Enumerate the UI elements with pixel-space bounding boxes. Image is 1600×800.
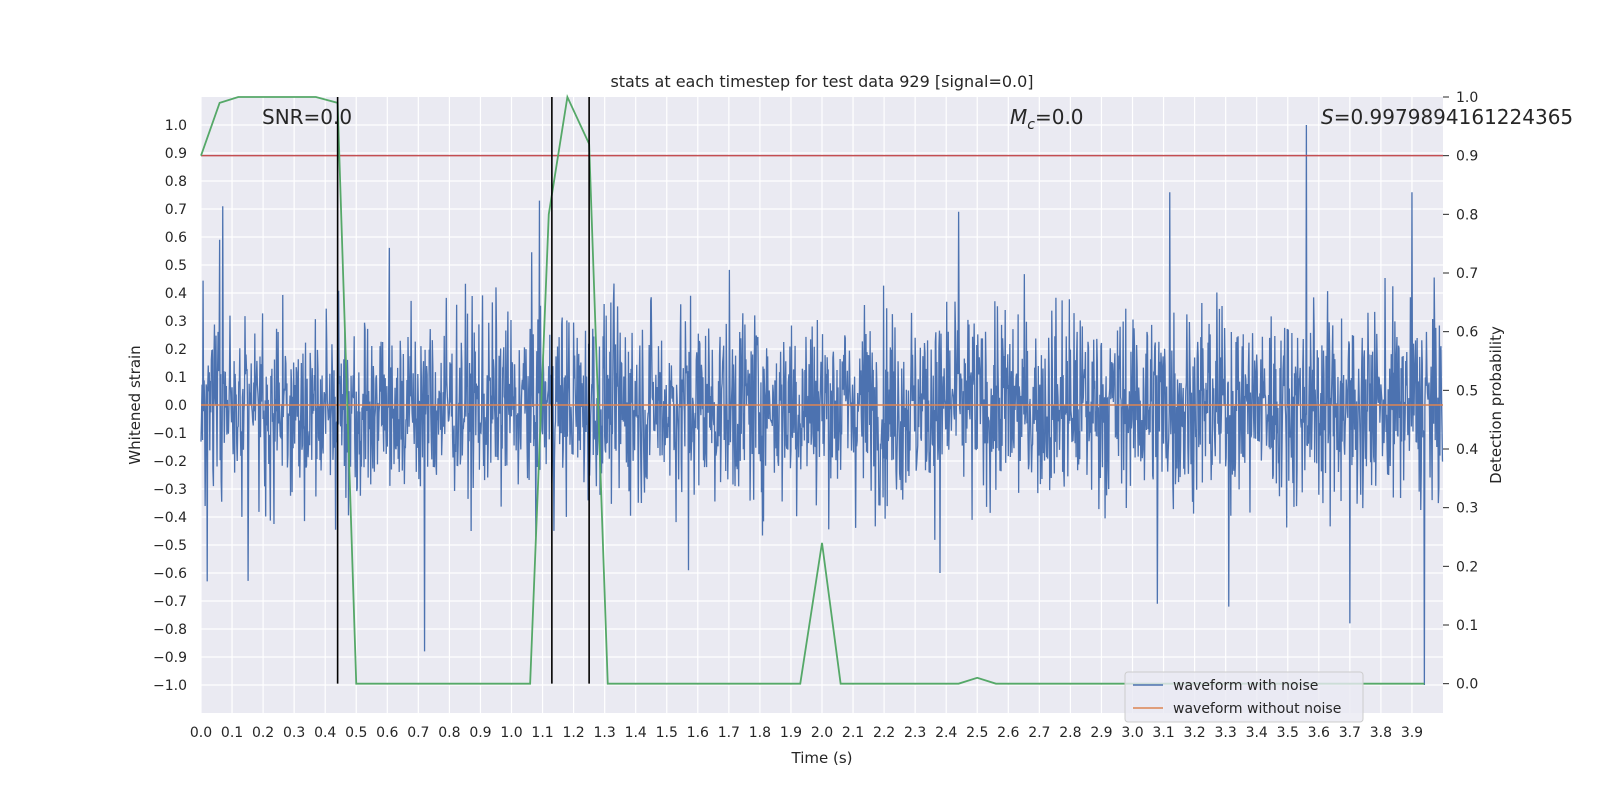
mc-annotation: Mc=0.0	[1010, 105, 1084, 133]
chart: 0.0 0.1 0.2 0.3 0.4 0.5 0.6 0.7 0.8 0.9 1.0 1.1 1.2 1…	[0, 0, 1600, 800]
chart-title: stats at each timestep for test data 929…	[610, 72, 1033, 91]
x-tick-label: 1.5	[656, 725, 678, 741]
x-tick-label: 0.9	[469, 725, 491, 741]
x-tick-label: 3.8	[1370, 725, 1392, 741]
x-tick-label: 3.4	[1246, 725, 1268, 741]
x-tick-label: 1.6	[687, 725, 709, 741]
x-tick-label: 0.1	[221, 725, 243, 741]
y2-tick-label: 0.4	[1456, 442, 1478, 458]
y2-tick-label: 0.9	[1456, 149, 1478, 165]
y-tick-label: −0.3	[153, 482, 187, 498]
y-tick-label: −0.8	[153, 622, 187, 638]
x-tick-label: 0.4	[314, 725, 336, 741]
y-tick-label: −0.2	[153, 454, 187, 470]
legend-label-noise: waveform with noise	[1173, 678, 1318, 694]
legend: waveform with noise waveform without noi…	[1125, 672, 1363, 722]
y-tick-label: −0.6	[153, 566, 187, 582]
x-tick-label: 0.2	[252, 725, 274, 741]
y2-tick-label: 0.6	[1456, 325, 1478, 341]
y-tick-label: −0.4	[153, 510, 187, 526]
x-tick-label: 2.5	[966, 725, 988, 741]
x-tick-label: 2.9	[1090, 725, 1112, 741]
y2-tick-label: 0.2	[1456, 559, 1478, 575]
x-tick-label: 0.5	[345, 725, 367, 741]
y-axis-label: Whitened strain	[126, 345, 144, 464]
x-tick-label: 1.3	[594, 725, 616, 741]
y2-tick-label: 1.0	[1456, 90, 1478, 106]
y2-tick-label: 0.0	[1456, 677, 1478, 693]
x-tick-label: 0.7	[407, 725, 429, 741]
y-tick-label: −0.5	[153, 538, 187, 554]
y-tick-label: 1.0	[165, 118, 187, 134]
y-tick-labels: 1.0 0.9 0.8 0.7 0.6 0.5 0.4 0.3 0.2 0.1 0.0 −0.1 −0.…	[153, 118, 187, 694]
y-tick-label: −0.1	[153, 426, 187, 442]
x-tick-label: 2.2	[873, 725, 895, 741]
x-tick-label: 3.9	[1401, 725, 1423, 741]
y2-tick-labels: 1.0 0.9 0.8 0.7 0.6 0.5 0.4 0.3 0.2 0.1 0.0	[1443, 90, 1478, 693]
x-tick-label: 2.8	[1059, 725, 1081, 741]
x-tick-label: 2.3	[904, 725, 926, 741]
x-tick-label: 3.1	[1152, 725, 1174, 741]
x-tick-label: 0.8	[438, 725, 460, 741]
s-annotation: S=0.9979894161224365	[1321, 105, 1573, 129]
x-tick-label: 3.6	[1308, 725, 1330, 741]
y2-tick-label: 0.3	[1456, 501, 1478, 517]
x-tick-labels: 0.0 0.1 0.2 0.3 0.4 0.5 0.6 0.7 0.8 0.9 1.0 1.1 1.2 1…	[190, 725, 1423, 741]
y2-tick-label: 0.7	[1456, 266, 1478, 282]
y-tick-label: 0.8	[165, 174, 187, 190]
x-tick-label: 3.5	[1277, 725, 1299, 741]
y-tick-label: −1.0	[153, 678, 187, 694]
y2-axis-label: Detection probability	[1487, 326, 1505, 484]
y-tick-label: 0.3	[165, 314, 187, 330]
x-tick-label: 1.2	[562, 725, 584, 741]
x-tick-label: 2.1	[842, 725, 864, 741]
y-tick-label: −0.7	[153, 594, 187, 610]
x-tick-label: 3.2	[1183, 725, 1205, 741]
y-tick-label: 0.4	[165, 286, 187, 302]
x-tick-label: 3.7	[1339, 725, 1361, 741]
x-tick-label: 1.8	[749, 725, 771, 741]
x-tick-label: 2.0	[811, 725, 833, 741]
x-tick-label: 1.0	[500, 725, 522, 741]
x-tick-label: 0.3	[283, 725, 305, 741]
x-axis-label: Time (s)	[791, 749, 853, 767]
y-tick-label: 0.9	[165, 146, 187, 162]
y-tick-label: −0.9	[153, 650, 187, 666]
x-tick-label: 2.7	[1028, 725, 1050, 741]
legend-label-clean: waveform without noise	[1173, 701, 1341, 717]
snr-annotation: SNR=0.0	[262, 105, 352, 129]
y-tick-label: 0.1	[165, 370, 187, 386]
x-tick-label: 2.4	[935, 725, 957, 741]
y2-tick-label: 0.5	[1456, 383, 1478, 399]
x-tick-label: 0.0	[190, 725, 212, 741]
y2-tick-label: 0.8	[1456, 207, 1478, 223]
x-tick-label: 2.6	[997, 725, 1019, 741]
x-tick-label: 1.1	[531, 725, 553, 741]
y2-tick-label: 0.1	[1456, 618, 1478, 634]
x-tick-label: 1.7	[718, 725, 740, 741]
y-tick-label: 0.5	[165, 258, 187, 274]
x-tick-label: 0.6	[376, 725, 398, 741]
x-tick-label: 3.0	[1121, 725, 1143, 741]
y-tick-label: 0.7	[165, 202, 187, 218]
x-tick-label: 1.4	[625, 725, 647, 741]
x-tick-label: 1.9	[780, 725, 802, 741]
y-tick-label: 0.0	[165, 398, 187, 414]
y-tick-label: 0.2	[165, 342, 187, 358]
y-tick-label: 0.6	[165, 230, 187, 246]
x-tick-label: 3.3	[1215, 725, 1237, 741]
